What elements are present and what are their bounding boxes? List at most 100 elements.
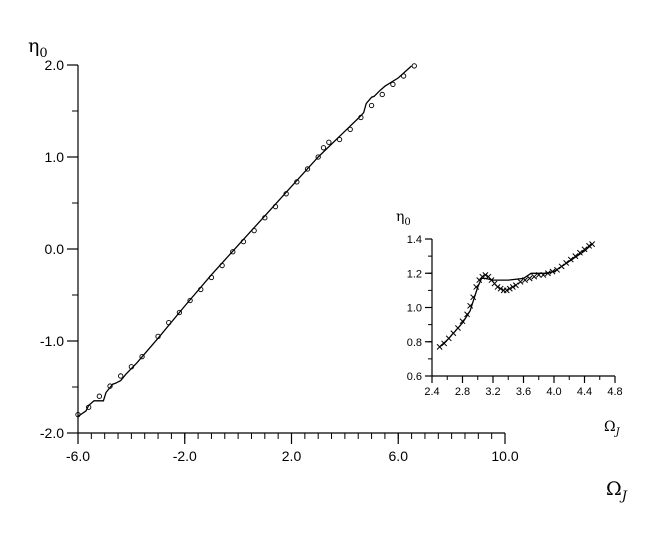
- data-point-cross: [589, 241, 596, 248]
- data-point-cross: [535, 272, 542, 278]
- x-tick-label: 4.8: [607, 386, 622, 398]
- x-tick-label: 6.0: [389, 448, 409, 464]
- data-point-circle: [411, 63, 417, 69]
- data-point-circle: [187, 297, 193, 304]
- data-point-cross: [572, 253, 579, 260]
- data-point-cross: [467, 302, 474, 309]
- data-point-circle: [107, 383, 113, 389]
- x-axis-title: ΩJ: [606, 478, 628, 504]
- data-point-cross: [554, 266, 561, 273]
- data-point-circle: [176, 309, 183, 316]
- y-axis-title-sub: 0: [404, 217, 410, 228]
- y-tick-label: 1.2: [407, 268, 422, 280]
- y-axis-title: η0: [396, 209, 411, 228]
- y-tick-label: 0.0: [45, 241, 65, 257]
- data-point-cross: [576, 249, 583, 256]
- data-point-circle: [347, 126, 353, 133]
- data-point-cross: [497, 285, 504, 292]
- data-point-circle: [400, 73, 407, 79]
- data-point-circle: [320, 145, 327, 151]
- data-point-cross: [567, 256, 574, 263]
- data-point-circle: [75, 411, 81, 418]
- data-point-cross: [531, 273, 538, 280]
- data-point-circle: [128, 364, 135, 370]
- data-point-cross: [522, 277, 528, 284]
- data-point-circle: [262, 215, 268, 221]
- data-point-cross: [558, 263, 565, 270]
- data-point-circle: [251, 227, 257, 234]
- x-tick-label: 3.2: [485, 386, 500, 398]
- data-point-circle: [358, 114, 364, 121]
- y-tick-label: -2.0: [40, 425, 64, 441]
- data-point-cross: [540, 272, 547, 278]
- data-point-circle: [198, 286, 204, 293]
- y-axis-title: η0: [28, 35, 48, 61]
- data-point-cross: [436, 343, 443, 350]
- data-point-cross: [509, 283, 516, 290]
- data-point-circle: [272, 204, 279, 210]
- x-tick-label: 10.0: [491, 448, 518, 464]
- data-point-circle: [326, 139, 332, 145]
- data-point-circle: [336, 136, 343, 143]
- data-point-cross: [512, 282, 519, 289]
- x-tick-label: 2.8: [455, 386, 470, 398]
- series-line: [77, 65, 413, 417]
- data-point-circle: [240, 238, 247, 245]
- data-point-cross: [479, 273, 486, 280]
- data-point-cross: [470, 294, 477, 301]
- y-axis-title-base: η: [396, 209, 404, 225]
- data-point-circle: [230, 249, 236, 255]
- data-point-circle: [219, 262, 225, 269]
- x-tick-label: 2.4: [424, 386, 439, 398]
- data-point-cross: [586, 242, 593, 249]
- data-point-circle: [86, 404, 92, 410]
- x-tick-label: 4.0: [546, 386, 561, 398]
- y-tick-label: 1.0: [407, 303, 422, 315]
- data-point-cross: [473, 283, 480, 290]
- data-point-circle: [155, 333, 161, 340]
- y-tick-label: 1.0: [45, 149, 65, 165]
- data-point-circle: [294, 179, 300, 185]
- data-point-circle: [208, 274, 215, 281]
- data-point-circle: [304, 166, 311, 172]
- x-tick-label: -6.0: [66, 448, 90, 464]
- data-point-circle: [390, 81, 396, 87]
- x-tick-label: 2.0: [282, 448, 302, 464]
- data-point-cross: [503, 287, 510, 294]
- data-point-circle: [315, 154, 321, 160]
- x-axis-title-sub: J: [619, 489, 628, 504]
- x-axis-title-base: Ω: [606, 478, 622, 500]
- data-point-cross: [526, 275, 533, 282]
- x-tick-label: 3.6: [516, 386, 531, 398]
- data-point-cross: [454, 325, 461, 332]
- x-tick-label: 4.4: [577, 386, 592, 398]
- data-point-cross: [464, 311, 471, 318]
- y-tick-label: 0.6: [407, 371, 422, 383]
- data-point-circle: [96, 393, 103, 399]
- series-line: [439, 243, 593, 348]
- data-point-cross: [450, 330, 457, 337]
- data-point-cross: [563, 260, 570, 266]
- x-axis-title: ΩJ: [604, 419, 621, 438]
- x-tick-label: -2.0: [173, 448, 197, 464]
- data-point-circle: [283, 191, 289, 197]
- data-point-cross: [459, 318, 466, 325]
- data-point-cross: [494, 283, 501, 290]
- y-axis-title-sub: 0: [39, 46, 47, 61]
- y-tick-label: 0.8: [407, 337, 422, 349]
- data-point-cross: [581, 246, 588, 253]
- y-tick-label: 2.0: [45, 57, 65, 73]
- y-tick-label: 1.4: [407, 234, 422, 246]
- data-point-circle: [139, 353, 145, 360]
- data-point-circle: [368, 102, 375, 109]
- y-tick-label: -1.0: [40, 333, 64, 349]
- data-point-cross: [506, 285, 513, 292]
- data-point-circle: [166, 319, 172, 326]
- x-axis-title-base: Ω: [604, 419, 616, 435]
- data-point-circle: [118, 373, 124, 379]
- x-axis-title-sub: J: [614, 427, 621, 438]
- data-point-cross: [482, 272, 489, 278]
